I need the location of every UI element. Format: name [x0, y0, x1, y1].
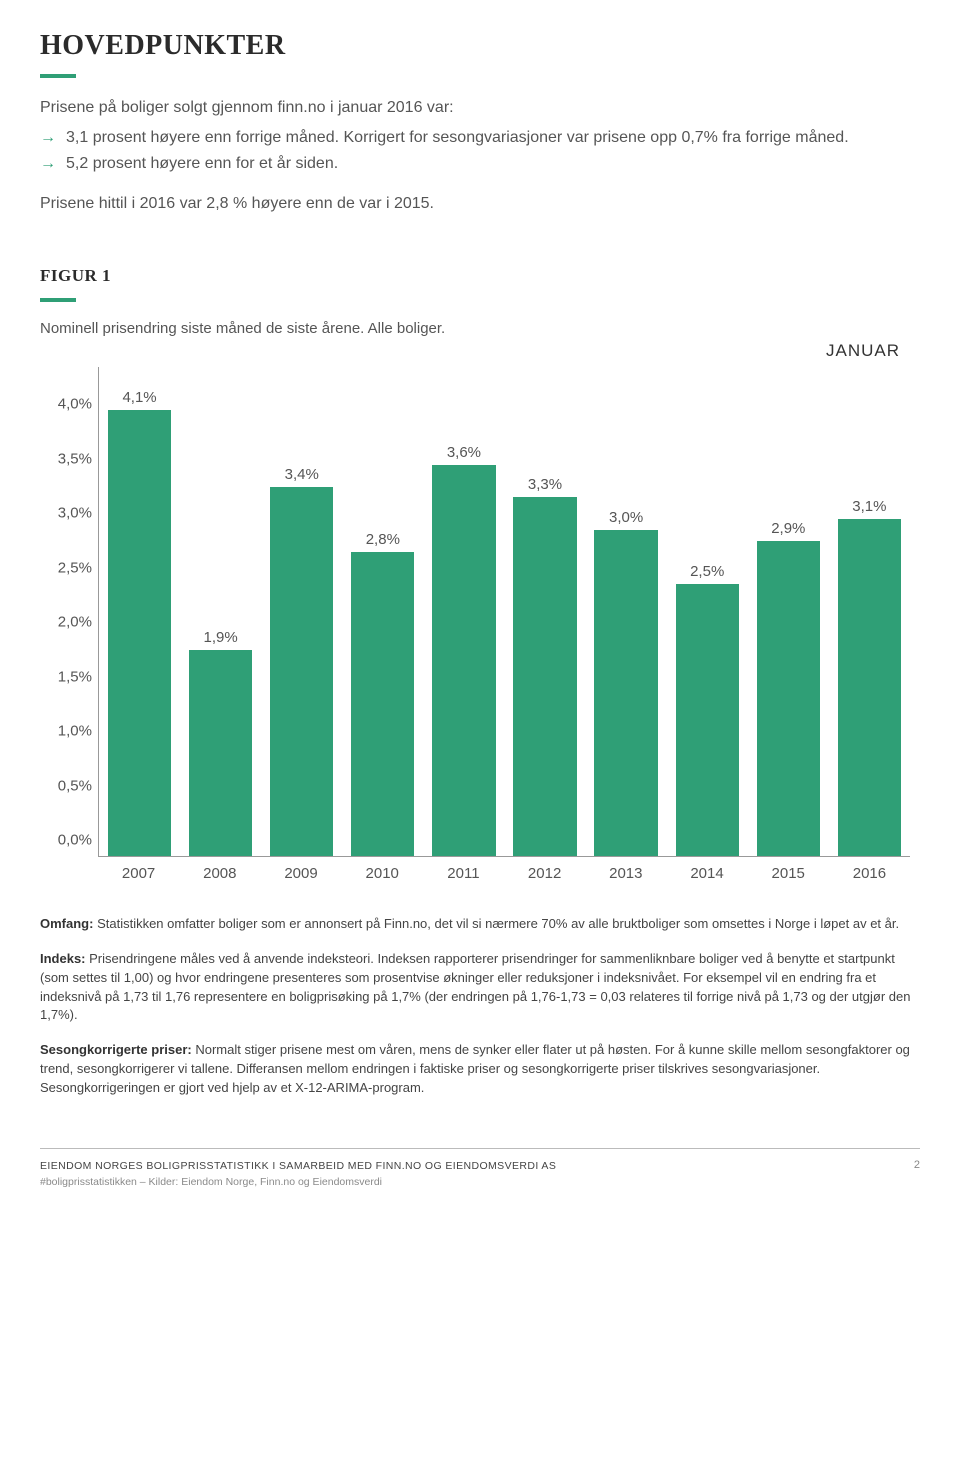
paragraph-indeks: Indeks: Prisendringene måles ved å anven… — [40, 950, 920, 1025]
chart-x-labels: 2007200820092010201120122013201420152016 — [98, 859, 910, 887]
chart-xlabel: 2016 — [829, 859, 910, 887]
chart-bar-value: 2,9% — [771, 520, 805, 537]
chart-bar-value: 1,9% — [204, 629, 238, 646]
figure-underline — [40, 298, 76, 302]
chart-bar — [351, 552, 414, 856]
chart-bar-slot: 3,6% — [423, 367, 504, 856]
chart-y-axis: 0,0% 0,5% 1,0% 1,5% 2,0% 2,5% 3,0% 3,5% 4,0% — [40, 367, 98, 857]
chart-ytick: 0,0% — [40, 832, 92, 849]
chart-bar — [757, 541, 820, 856]
footer-divider — [40, 1148, 920, 1149]
chart-xlabel: 2015 — [748, 859, 829, 887]
chart-ytick: 2,0% — [40, 614, 92, 631]
paragraph-body: Statistikken omfatter boliger som er ann… — [93, 916, 899, 931]
chart-bar — [189, 650, 252, 856]
chart-bar — [594, 530, 657, 856]
footer-line-1: EIENDOM NORGES BOLIGPRISSTATISTIKK I SAM… — [40, 1159, 556, 1175]
chart-ytick: 2,5% — [40, 559, 92, 576]
figure-label: FIGUR 1 — [40, 266, 920, 286]
heading-underline — [40, 74, 76, 78]
paragraph-lead: Omfang: — [40, 916, 93, 931]
page-title: HOVEDPUNKTER — [40, 30, 920, 62]
chart-bar — [838, 519, 901, 856]
chart-bar-value: 4,1% — [122, 389, 156, 406]
bullet-text: 5,2 prosent høyere enn for et år siden. — [66, 152, 338, 176]
chart-xlabel: 2010 — [342, 859, 423, 887]
chart-bar-slot: 1,9% — [180, 367, 261, 856]
chart-bar-slot: 4,1% — [99, 367, 180, 856]
chart-bar — [513, 497, 576, 856]
chart-ytick: 1,5% — [40, 668, 92, 685]
chart-xlabel: 2008 — [179, 859, 260, 887]
page-footer: EIENDOM NORGES BOLIGPRISSTATISTIKK I SAM… — [40, 1159, 920, 1191]
paragraph-body: Prisendringene måles ved å anvende indek… — [40, 951, 910, 1023]
chart-bar-slot: 3,3% — [504, 367, 585, 856]
bullet-item: → 5,2 prosent høyere enn for et år siden… — [40, 152, 920, 176]
chart-bar-value: 2,5% — [690, 563, 724, 580]
figure-subtitle: Nominell prisendring siste måned de sist… — [40, 320, 920, 337]
bullet-text: 3,1 prosent høyere enn forrige måned. Ko… — [66, 126, 849, 150]
intro-after-text: Prisene hittil i 2016 var 2,8 % høyere e… — [40, 192, 920, 216]
bar-chart: 0,0% 0,5% 1,0% 1,5% 2,0% 2,5% 3,0% 3,5% 4,0% 4,1… — [40, 367, 920, 887]
paragraph-omfang: Omfang: Statistikken omfatter boliger so… — [40, 915, 920, 934]
chart-bar-slot: 3,4% — [261, 367, 342, 856]
chart-ytick: 3,0% — [40, 505, 92, 522]
chart-bar-value: 3,4% — [285, 466, 319, 483]
chart-bar-value: 3,3% — [528, 476, 562, 493]
chart-xlabel: 2013 — [585, 859, 666, 887]
chart-bar — [676, 584, 739, 856]
paragraph-sesong: Sesongkorrigerte priser: Normalt stiger … — [40, 1041, 920, 1098]
chart-bar — [108, 410, 171, 856]
arrow-icon: → — [40, 126, 56, 150]
chart-bar — [432, 465, 495, 856]
chart-bar-slot: 2,5% — [667, 367, 748, 856]
chart-bar — [270, 487, 333, 856]
chart-xlabel: 2012 — [504, 859, 585, 887]
chart-bar-value: 3,1% — [852, 498, 886, 515]
chart-bar-slot: 2,9% — [748, 367, 829, 856]
bullet-item: → 3,1 prosent høyere enn forrige måned. … — [40, 126, 920, 150]
paragraph-lead: Indeks: — [40, 951, 86, 966]
figure-month: JANUAR — [40, 341, 900, 361]
chart-bars: 4,1% 1,9% 3,4% 2,8% 3,6% 3,3% 3,0% 2,5% 2,9% 3,1% — [99, 367, 910, 856]
page-number: 2 — [914, 1159, 920, 1171]
chart-bar-slot: 3,0% — [586, 367, 667, 856]
chart-bar-slot: 3,1% — [829, 367, 910, 856]
chart-bar-value: 2,8% — [366, 531, 400, 548]
chart-ytick: 0,5% — [40, 777, 92, 794]
chart-bar-value: 3,0% — [609, 509, 643, 526]
chart-plot-area: 4,1% 1,9% 3,4% 2,8% 3,6% 3,3% 3,0% 2,5% 2,9% 3,1% — [98, 367, 910, 857]
chart-xlabel: 2007 — [98, 859, 179, 887]
chart-ytick: 3,5% — [40, 450, 92, 467]
chart-xlabel: 2011 — [423, 859, 504, 887]
chart-xlabel: 2014 — [666, 859, 747, 887]
arrow-icon: → — [40, 152, 56, 176]
chart-bar-slot: 2,8% — [342, 367, 423, 856]
chart-bar-value: 3,6% — [447, 444, 481, 461]
intro-text: Prisene på boliger solgt gjennom finn.no… — [40, 96, 920, 120]
footer-line-2: #boligprisstatistikken – Kilder: Eiendom… — [40, 1175, 556, 1191]
chart-ytick: 4,0% — [40, 396, 92, 413]
chart-xlabel: 2009 — [260, 859, 341, 887]
paragraph-lead: Sesongkorrigerte priser: — [40, 1042, 192, 1057]
chart-ytick: 1,0% — [40, 723, 92, 740]
